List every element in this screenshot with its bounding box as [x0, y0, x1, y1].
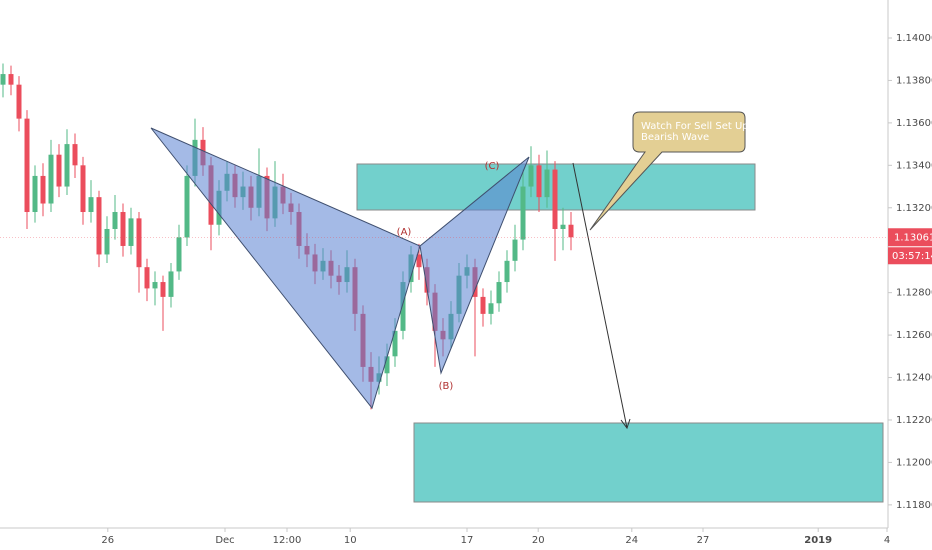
countdown-text: 03:57:14	[892, 251, 932, 262]
y-tick-label: 1.13600	[896, 118, 932, 129]
candle-body	[520, 186, 526, 240]
x-tick-label: Dec	[215, 535, 234, 546]
x-tick-label: 26	[101, 535, 114, 546]
x-tick-label: 12:00	[273, 535, 302, 546]
y-tick-label: 1.13200	[896, 203, 932, 214]
x-tick-label: 2019	[804, 535, 832, 546]
candle-body	[64, 144, 70, 187]
candle-body	[184, 175, 190, 238]
candle-body	[32, 175, 38, 213]
candle-body	[8, 74, 14, 85]
candle-body	[136, 218, 142, 268]
pattern-xab	[150, 127, 421, 410]
candle-body	[384, 356, 390, 374]
candle-body	[152, 282, 158, 289]
point-label: (C)	[485, 161, 500, 172]
arrow-head	[620, 418, 631, 430]
point-label: (B)	[439, 381, 454, 392]
candle-body	[480, 296, 486, 314]
y-tick-label: 1.12800	[896, 288, 932, 299]
y-tick-label: 1.13400	[896, 160, 932, 171]
candle-body	[40, 175, 46, 204]
candle-body	[128, 218, 134, 246]
candle-body	[48, 154, 54, 204]
y-tick-label: 1.13800	[896, 75, 932, 86]
candle-body	[16, 84, 22, 119]
candle-body	[88, 197, 94, 213]
candle-body	[56, 154, 62, 187]
candle-body	[120, 212, 126, 246]
candle-body	[496, 282, 502, 304]
callout	[589, 111, 746, 231]
candle-body	[0, 74, 6, 85]
x-tick-label: 4	[884, 535, 890, 546]
candle-body	[96, 197, 102, 255]
candle-body	[80, 165, 86, 213]
candle-body	[144, 267, 150, 289]
candle-body	[512, 239, 518, 261]
pattern-abc	[419, 156, 530, 375]
candle-body	[72, 144, 78, 166]
candle-body	[544, 169, 550, 198]
candle-body	[560, 224, 566, 229]
callout-text: Bearish Wave	[641, 132, 709, 143]
candle-body	[104, 228, 110, 255]
callout-text: Watch For Sell Set Up	[641, 121, 749, 132]
price-tag-text: 1.13061	[894, 232, 932, 243]
last-price-tag: 1.13061 03:57:14	[888, 228, 932, 265]
x-tick-label: 10	[344, 535, 357, 546]
candle-body	[24, 118, 30, 213]
candle-body	[416, 254, 422, 268]
candle-body	[504, 260, 510, 283]
candle-body	[168, 271, 174, 297]
target-zone	[413, 422, 884, 503]
x-tick-label: 17	[461, 535, 474, 546]
y-tick-label: 1.12200	[896, 415, 932, 426]
candle-body	[400, 282, 406, 331]
price-tag-bg	[888, 228, 932, 247]
x-tick-label: 20	[532, 535, 545, 546]
candle-body	[568, 224, 574, 238]
candle-body	[112, 212, 118, 229]
x-tick-label: 27	[697, 535, 710, 546]
candle-body	[536, 165, 542, 198]
candle-body	[528, 165, 534, 187]
candle-body	[488, 303, 494, 314]
x-tick-label: 24	[625, 535, 638, 546]
candle-body	[176, 237, 182, 272]
y-tick-label: 1.11800	[896, 500, 932, 511]
y-tick-label: 1.14000	[896, 33, 932, 44]
candle-body	[160, 282, 166, 297]
y-tick-label: 1.12000	[896, 457, 932, 468]
countdown-bg	[888, 247, 932, 265]
projection-arrow	[572, 162, 628, 429]
y-tick-label: 1.12400	[896, 373, 932, 384]
point-label: (A)	[397, 227, 412, 238]
candle-body	[392, 330, 398, 357]
candle-body	[552, 169, 558, 229]
y-tick-label: 1.12600	[896, 330, 932, 341]
